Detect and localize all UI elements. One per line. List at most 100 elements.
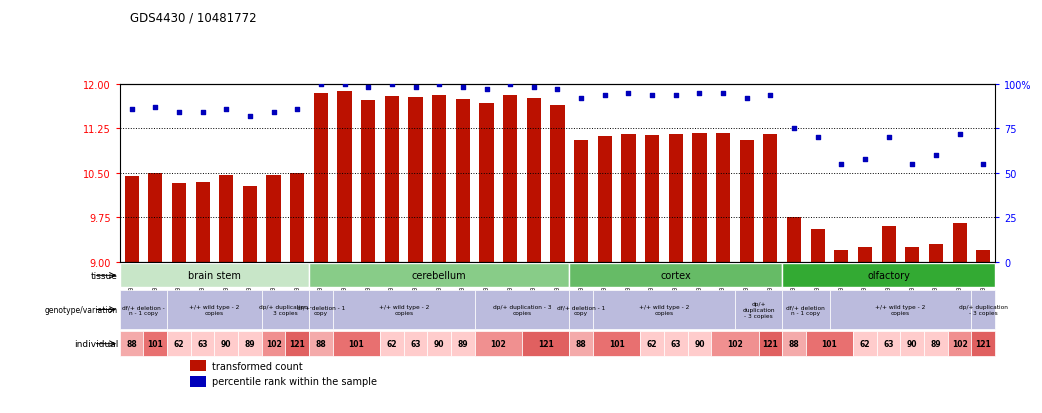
Bar: [267, 176, 280, 262]
Bar: [262, 290, 309, 330]
Text: GDS4430 / 10481772: GDS4430 / 10481772: [130, 12, 257, 25]
Bar: [120, 263, 309, 288]
Text: olfactory: olfactory: [867, 271, 910, 281]
Bar: [669, 134, 683, 262]
Text: 101: 101: [348, 339, 365, 348]
Bar: [427, 331, 451, 356]
Text: 89: 89: [931, 339, 941, 348]
Bar: [125, 176, 139, 262]
Bar: [432, 95, 446, 262]
Bar: [835, 250, 848, 262]
Text: +/+ wild type - 2
copies: +/+ wild type - 2 copies: [378, 304, 429, 315]
Bar: [905, 247, 919, 262]
Point: [289, 106, 305, 113]
Text: +/+ wild type - 2
copies: +/+ wild type - 2 copies: [875, 304, 925, 315]
Bar: [876, 331, 900, 356]
Point: [147, 104, 164, 111]
Bar: [783, 263, 995, 288]
Bar: [479, 104, 494, 262]
Bar: [550, 105, 565, 262]
Bar: [692, 133, 706, 262]
Text: 101: 101: [822, 339, 838, 348]
Text: df/+ deletion - 1
copy: df/+ deletion - 1 copy: [557, 304, 605, 315]
Bar: [805, 331, 853, 356]
Text: df/+ deletion -
n - 1 copy: df/+ deletion - n - 1 copy: [122, 304, 165, 315]
Point: [927, 152, 944, 159]
Point: [549, 87, 566, 93]
Bar: [262, 331, 286, 356]
Text: df/+ deletion - 1
copy: df/+ deletion - 1 copy: [297, 304, 345, 315]
Point: [502, 81, 519, 88]
Point: [739, 95, 755, 102]
Text: 101: 101: [147, 339, 164, 348]
Text: cerebellum: cerebellum: [412, 271, 467, 281]
Bar: [475, 290, 569, 330]
Point: [337, 81, 353, 88]
Bar: [948, 331, 971, 356]
Text: 62: 62: [860, 339, 870, 348]
Text: 102: 102: [727, 339, 743, 348]
Point: [266, 110, 282, 116]
Bar: [172, 183, 187, 262]
Bar: [503, 95, 517, 262]
Bar: [621, 134, 636, 262]
Text: dp/+ duplication
- 3 copies: dp/+ duplication - 3 copies: [959, 304, 1008, 315]
Text: 121: 121: [538, 339, 553, 348]
Point: [383, 81, 400, 88]
Bar: [219, 176, 233, 262]
Text: +/+ wild type - 2
copies: +/+ wild type - 2 copies: [639, 304, 689, 315]
Text: +/+ wild type - 2
copies: +/+ wild type - 2 copies: [190, 304, 240, 315]
Bar: [900, 331, 924, 356]
Text: 88: 88: [576, 339, 587, 348]
Point: [786, 126, 802, 132]
Point: [123, 106, 140, 113]
Point: [596, 92, 613, 99]
Text: 89: 89: [457, 339, 468, 348]
Bar: [783, 290, 829, 330]
Bar: [196, 183, 209, 262]
Bar: [144, 331, 167, 356]
Bar: [362, 101, 375, 262]
Text: 88: 88: [316, 339, 326, 348]
Text: brain stem: brain stem: [188, 271, 241, 281]
Bar: [664, 331, 688, 356]
Point: [478, 87, 495, 93]
Text: 102: 102: [951, 339, 968, 348]
Bar: [735, 290, 783, 330]
Bar: [811, 230, 825, 262]
Bar: [522, 331, 569, 356]
Text: genotype/variation: genotype/variation: [45, 305, 118, 314]
Bar: [971, 331, 995, 356]
Point: [975, 161, 992, 168]
Point: [857, 156, 873, 163]
Text: 89: 89: [245, 339, 255, 348]
Point: [904, 161, 921, 168]
Text: 121: 121: [763, 339, 778, 348]
Text: percentile rank within the sample: percentile rank within the sample: [212, 376, 377, 387]
Text: 63: 63: [411, 339, 421, 348]
Bar: [239, 331, 262, 356]
Bar: [309, 290, 332, 330]
Text: 63: 63: [197, 339, 207, 348]
Point: [880, 135, 897, 141]
Text: 102: 102: [491, 339, 506, 348]
Bar: [380, 331, 403, 356]
Bar: [783, 331, 805, 356]
Bar: [309, 331, 332, 356]
Bar: [976, 250, 990, 262]
Bar: [787, 218, 801, 262]
Text: 90: 90: [433, 339, 445, 348]
Point: [194, 110, 210, 116]
Bar: [971, 290, 995, 330]
Bar: [309, 263, 569, 288]
Text: 102: 102: [266, 339, 281, 348]
Bar: [290, 174, 304, 262]
Text: 63: 63: [670, 339, 681, 348]
Bar: [952, 224, 967, 262]
Point: [620, 90, 637, 97]
Bar: [286, 331, 309, 356]
Bar: [716, 133, 730, 262]
Text: 90: 90: [694, 339, 704, 348]
Point: [810, 135, 826, 141]
Bar: [243, 187, 257, 262]
